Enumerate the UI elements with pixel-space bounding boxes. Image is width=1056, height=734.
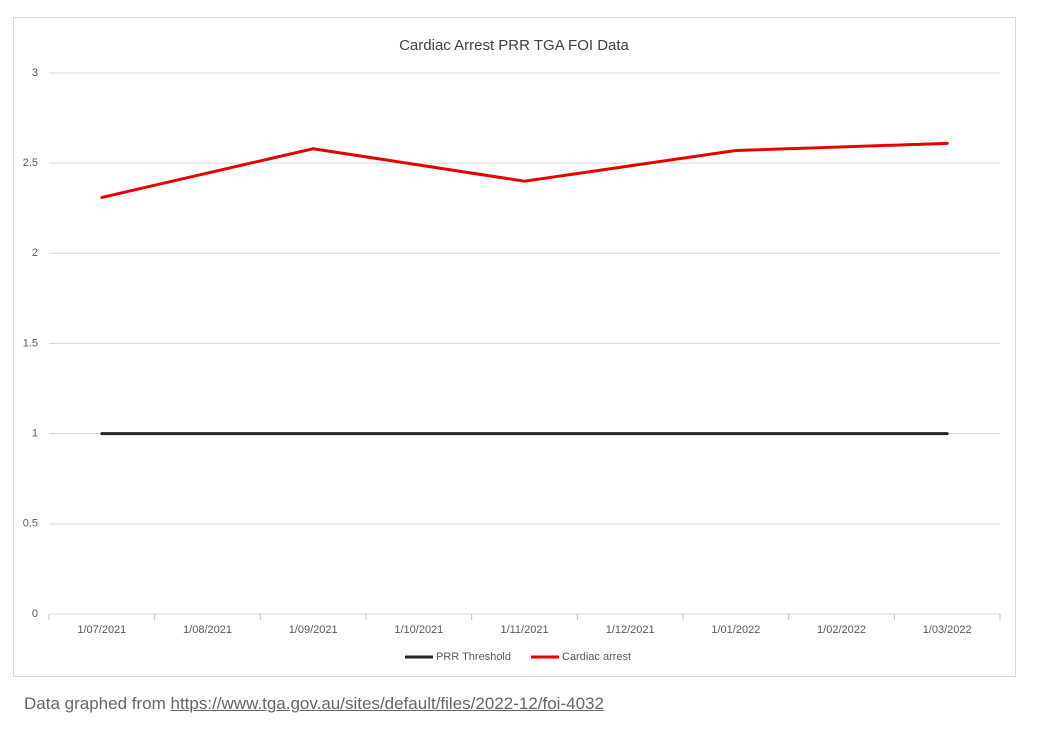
x-tick-label: 1/10/2021 [394,624,443,636]
chart-border [13,17,1016,677]
series-line [100,141,949,199]
legend-label: PRR Threshold [436,651,511,663]
y-tick-label: 3 [32,67,38,79]
x-tick-label: 1/01/2022 [711,624,760,636]
legend-label: Cardiac arrest [562,651,631,663]
source-link[interactable]: https://www.tga.gov.au/sites/default/fil… [170,694,604,713]
y-tick-label: 0 [32,608,38,620]
x-tick-label: 1/03/2022 [923,624,972,636]
x-tick-label: 1/02/2022 [817,624,866,636]
y-tick-label: 0.5 [23,518,38,530]
y-tick-label: 2 [32,247,38,259]
x-tick-label: 1/07/2021 [77,624,126,636]
chart-title: Cardiac Arrest PRR TGA FOI Data [399,37,629,54]
y-tick-label: 2.5 [23,157,38,169]
chart: Cardiac Arrest PRR TGA FOI Data 0 0.5 1 1.5… [13,17,1016,677]
x-tick-label: 1/12/2021 [606,624,655,636]
y-tick-label: 1.5 [23,337,38,349]
x-tick-label: 1/09/2021 [289,624,338,636]
source-note: Data graphed from https://www.tga.gov.au… [24,694,604,714]
y-tick-label: 1 [32,428,38,440]
source-prefix: Data graphed from [24,694,166,713]
x-tick-label: 1/11/2021 [500,624,548,636]
x-tick-label: 1/08/2021 [183,624,232,636]
